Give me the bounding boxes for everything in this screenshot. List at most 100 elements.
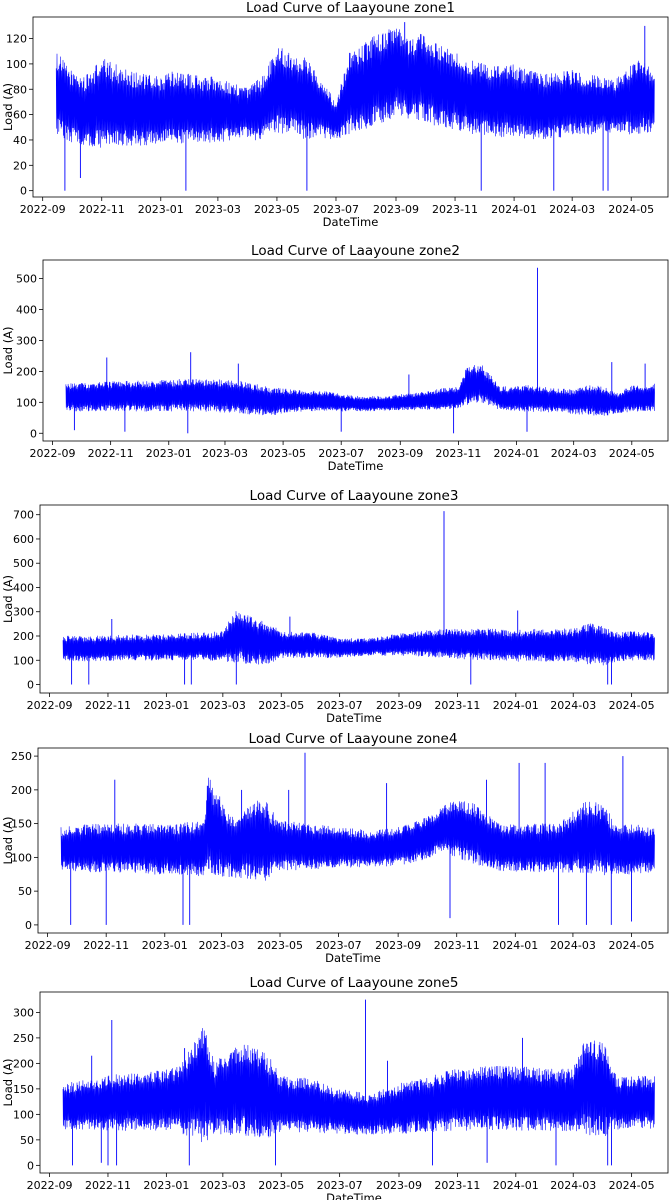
- load-series-line: [65, 365, 655, 416]
- chart-title: Load Curve of Laayoune zone5: [250, 975, 459, 991]
- y-tick-label: 100: [13, 1108, 34, 1121]
- x-tick-label: 2023-11: [432, 203, 478, 216]
- y-tick-label: 400: [16, 304, 37, 317]
- chart-title: Load Curve of Laayoune zone3: [250, 488, 459, 504]
- x-tick-label: 2023-01: [138, 203, 184, 216]
- x-tick-label: 2023-01: [146, 447, 192, 460]
- x-tick-label: 2023-05: [260, 447, 306, 460]
- y-tick-label: 100: [6, 58, 27, 71]
- y-tick-label: 600: [13, 533, 34, 546]
- plot-frame: [39, 504, 669, 694]
- plot-frame: [42, 259, 669, 442]
- y-tick-label: 0: [30, 427, 37, 440]
- x-tick-label: 2023-07: [313, 203, 359, 216]
- y-tick-label: 200: [16, 365, 37, 378]
- x-tick-label: 2023-07: [317, 699, 363, 712]
- x-tick-label: 2023-09: [377, 447, 423, 460]
- x-tick-label: 2024-05: [608, 203, 654, 216]
- x-tick-label: 2022-11: [83, 939, 129, 952]
- x-tick-label: 2023-07: [317, 1179, 363, 1192]
- y-axis-label: Load (A): [1, 83, 15, 131]
- y-tick-label: 200: [13, 630, 34, 643]
- y-tick-label: 100: [11, 851, 32, 864]
- x-tick-label: 2024-03: [551, 447, 597, 460]
- y-tick-label: 0: [25, 919, 32, 932]
- y-axis-label: Load (A): [1, 816, 15, 864]
- load-series-line: [62, 1028, 655, 1143]
- y-tick-label: 300: [16, 334, 37, 347]
- y-axis-label: Load (A): [1, 575, 15, 623]
- y-axis-label: Load (A): [1, 326, 15, 374]
- x-axis-label: DateTime: [325, 951, 381, 965]
- x-tick-label: 2023-03: [200, 699, 246, 712]
- load-series-line: [55, 28, 655, 148]
- load-series-line: [62, 611, 655, 666]
- x-tick-label: 2022-09: [20, 203, 66, 216]
- y-tick-label: 50: [20, 1134, 34, 1147]
- x-tick-label: 2023-11: [435, 447, 481, 460]
- chart-panel-4: Load Curve of Laayoune zone4 0 50 100 150 200…: [1, 731, 669, 965]
- x-tick-label: 2024-01: [492, 939, 538, 952]
- x-tick-label: 2024-01: [494, 447, 540, 460]
- x-tick-label: 2022-09: [27, 1179, 73, 1192]
- x-axis-label: DateTime: [326, 1191, 382, 1200]
- x-tick-label: 2024-05: [609, 447, 655, 460]
- x-tick-label: 2024-03: [550, 699, 596, 712]
- y-tick-label: 100: [16, 396, 37, 409]
- y-tick-label: 300: [13, 1006, 34, 1019]
- x-tick-label: 2023-07: [316, 939, 362, 952]
- load-series-line: [60, 777, 655, 881]
- x-tick-label: 2022-11: [85, 699, 131, 712]
- chart-panel-1: Load Curve of Laayoune zone1 0 20 40 60 80 100…: [1, 0, 669, 229]
- y-tick-label: 250: [13, 1032, 34, 1045]
- x-tick-label: 2022-09: [25, 939, 71, 952]
- x-tick-label: 2023-03: [198, 939, 244, 952]
- x-axis-label: DateTime: [323, 215, 379, 229]
- x-tick-label: 2023-09: [376, 1179, 422, 1192]
- y-tick-label: 0: [27, 1159, 34, 1172]
- chart-panel-2: Load Curve of Laayoune zone2 0 100 200 300 40…: [1, 243, 669, 473]
- y-tick-label: 700: [13, 509, 34, 522]
- x-tick-label: 2024-01: [493, 1179, 539, 1192]
- chart-title: Load Curve of Laayoune zone1: [246, 0, 455, 16]
- chart-title: Load Curve of Laayoune zone2: [251, 243, 460, 259]
- x-tick-label: 2024-03: [550, 939, 596, 952]
- y-tick-label: 40: [13, 134, 27, 147]
- plot-frame: [37, 747, 669, 934]
- y-tick-label: 500: [13, 557, 34, 570]
- x-tick-label: 2023-09: [373, 203, 419, 216]
- x-axis-label: DateTime: [326, 711, 382, 725]
- x-tick-label: 2022-11: [85, 1179, 131, 1192]
- y-tick-label: 150: [13, 1083, 34, 1096]
- chart-panel-5: Load Curve of Laayoune zone5 0 50 100 150 200…: [1, 975, 669, 1200]
- x-tick-label: 2023-03: [195, 203, 241, 216]
- x-tick-label: 2024-01: [491, 203, 537, 216]
- y-tick-label: 300: [13, 606, 34, 619]
- x-tick-label: 2023-07: [318, 447, 364, 460]
- x-tick-label: 2023-01: [142, 939, 188, 952]
- y-tick-label: 200: [11, 784, 32, 797]
- y-tick-label: 80: [13, 83, 27, 96]
- y-tick-label: 20: [13, 159, 27, 172]
- x-axis-label: DateTime: [328, 459, 384, 473]
- y-tick-label: 100: [13, 654, 34, 667]
- x-tick-label: 2023-01: [143, 1179, 189, 1192]
- y-axis-label: Load (A): [1, 1058, 15, 1106]
- x-tick-label: 2024-05: [609, 1179, 655, 1192]
- y-tick-label: 60: [13, 109, 27, 122]
- chart-panel-3: Load Curve of Laayoune zone3 0 100 200 300 40…: [1, 488, 669, 725]
- x-tick-label: 2023-09: [376, 699, 422, 712]
- chart-title: Load Curve of Laayoune zone4: [249, 731, 458, 747]
- y-tick-label: 150: [11, 818, 32, 831]
- x-tick-label: 2023-05: [254, 203, 300, 216]
- x-tick-label: 2023-11: [434, 1179, 480, 1192]
- x-tick-label: 2024-01: [493, 699, 539, 712]
- y-tick-label: 120: [6, 33, 27, 46]
- x-tick-label: 2022-09: [30, 447, 76, 460]
- plot-frame: [39, 991, 669, 1174]
- x-tick-label: 2023-03: [200, 1179, 246, 1192]
- y-tick-label: 50: [18, 885, 32, 898]
- x-tick-label: 2023-05: [257, 939, 303, 952]
